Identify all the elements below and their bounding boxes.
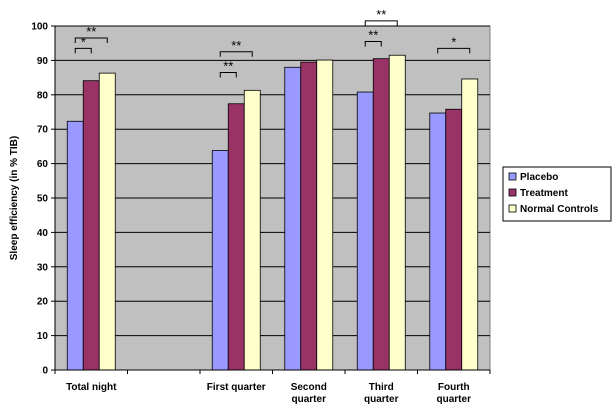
legend-swatch-treatment	[508, 188, 517, 197]
legend-label: Placebo	[520, 172, 558, 183]
significance-bracket	[74, 37, 108, 44]
significance-bracket	[437, 47, 471, 54]
x-category-label: Third	[369, 382, 394, 393]
y-axis-label: Sleep efficiency (in % TIB)	[9, 136, 20, 260]
y-tick-label: 90	[37, 56, 49, 67]
legend-swatch-normal-controls	[508, 204, 517, 213]
y-tick-label: 0	[42, 366, 48, 377]
x-category-label: Second	[291, 382, 327, 393]
significance-bracket	[219, 71, 237, 78]
legend-label: Treatment	[520, 188, 568, 199]
bar-treatment	[227, 103, 245, 371]
significance-bracket	[219, 51, 253, 57]
x-category-label: Fourth	[438, 382, 470, 393]
x-category-label: quarter	[437, 394, 472, 405]
x-category-label: Total night	[66, 382, 117, 393]
significance-bracket	[364, 20, 398, 26]
y-tick-label: 20	[37, 297, 49, 308]
y-tick-label: 60	[37, 159, 49, 170]
y-tick-labels: 0 10 20 30 40 50 60 70 80 90 100	[31, 22, 48, 377]
significance-label: **	[231, 38, 241, 53]
legend-box	[502, 166, 612, 222]
bar-normal-controls	[98, 72, 116, 371]
axes	[54, 26, 491, 374]
y-tick-label: 70	[37, 125, 49, 136]
significance-label: **	[376, 7, 386, 22]
bar-treatment	[445, 108, 463, 371]
bar-placebo	[356, 91, 374, 371]
bar-treatment	[300, 61, 318, 371]
y-tick-label: 80	[37, 90, 49, 101]
gridlines	[51, 25, 490, 371]
significance-label: **	[368, 27, 378, 42]
significance-bracket	[74, 47, 92, 54]
bar-treatment	[372, 58, 390, 371]
significance-label: *	[81, 34, 86, 49]
bar-normal-controls	[461, 78, 479, 371]
significance-brackets: ************	[74, 7, 471, 78]
bar-placebo	[429, 112, 447, 371]
bar-placebo	[284, 66, 302, 371]
bar-placebo	[66, 120, 84, 371]
bar-normal-controls	[388, 54, 406, 371]
y-tick-label: 40	[37, 228, 49, 239]
legend-swatch-placebo	[508, 172, 517, 181]
y-tick-label: 50	[37, 194, 49, 205]
significance-bracket	[364, 40, 382, 47]
bar-normal-controls	[243, 89, 261, 371]
x-category-label: quarter	[364, 394, 399, 405]
x-category-labels: Total night First quarter SecondquarterThi…	[66, 382, 471, 405]
y-tick-label: 10	[37, 331, 49, 342]
significance-label: **	[86, 24, 96, 39]
significance-label: *	[451, 34, 456, 49]
significance-label: **	[223, 58, 233, 73]
x-category-label: quarter	[292, 394, 327, 405]
x-category-label: First quarter	[207, 382, 266, 393]
legend-label: Normal Controls	[520, 204, 599, 215]
y-tick-label: 30	[37, 262, 49, 273]
bar-normal-controls	[316, 59, 334, 371]
legend: Placebo Treatment Normal Controls	[502, 166, 612, 222]
bars	[66, 54, 479, 371]
bar-placebo	[211, 150, 229, 371]
bar-treatment	[82, 80, 100, 371]
y-tick-label: 100	[31, 22, 48, 33]
